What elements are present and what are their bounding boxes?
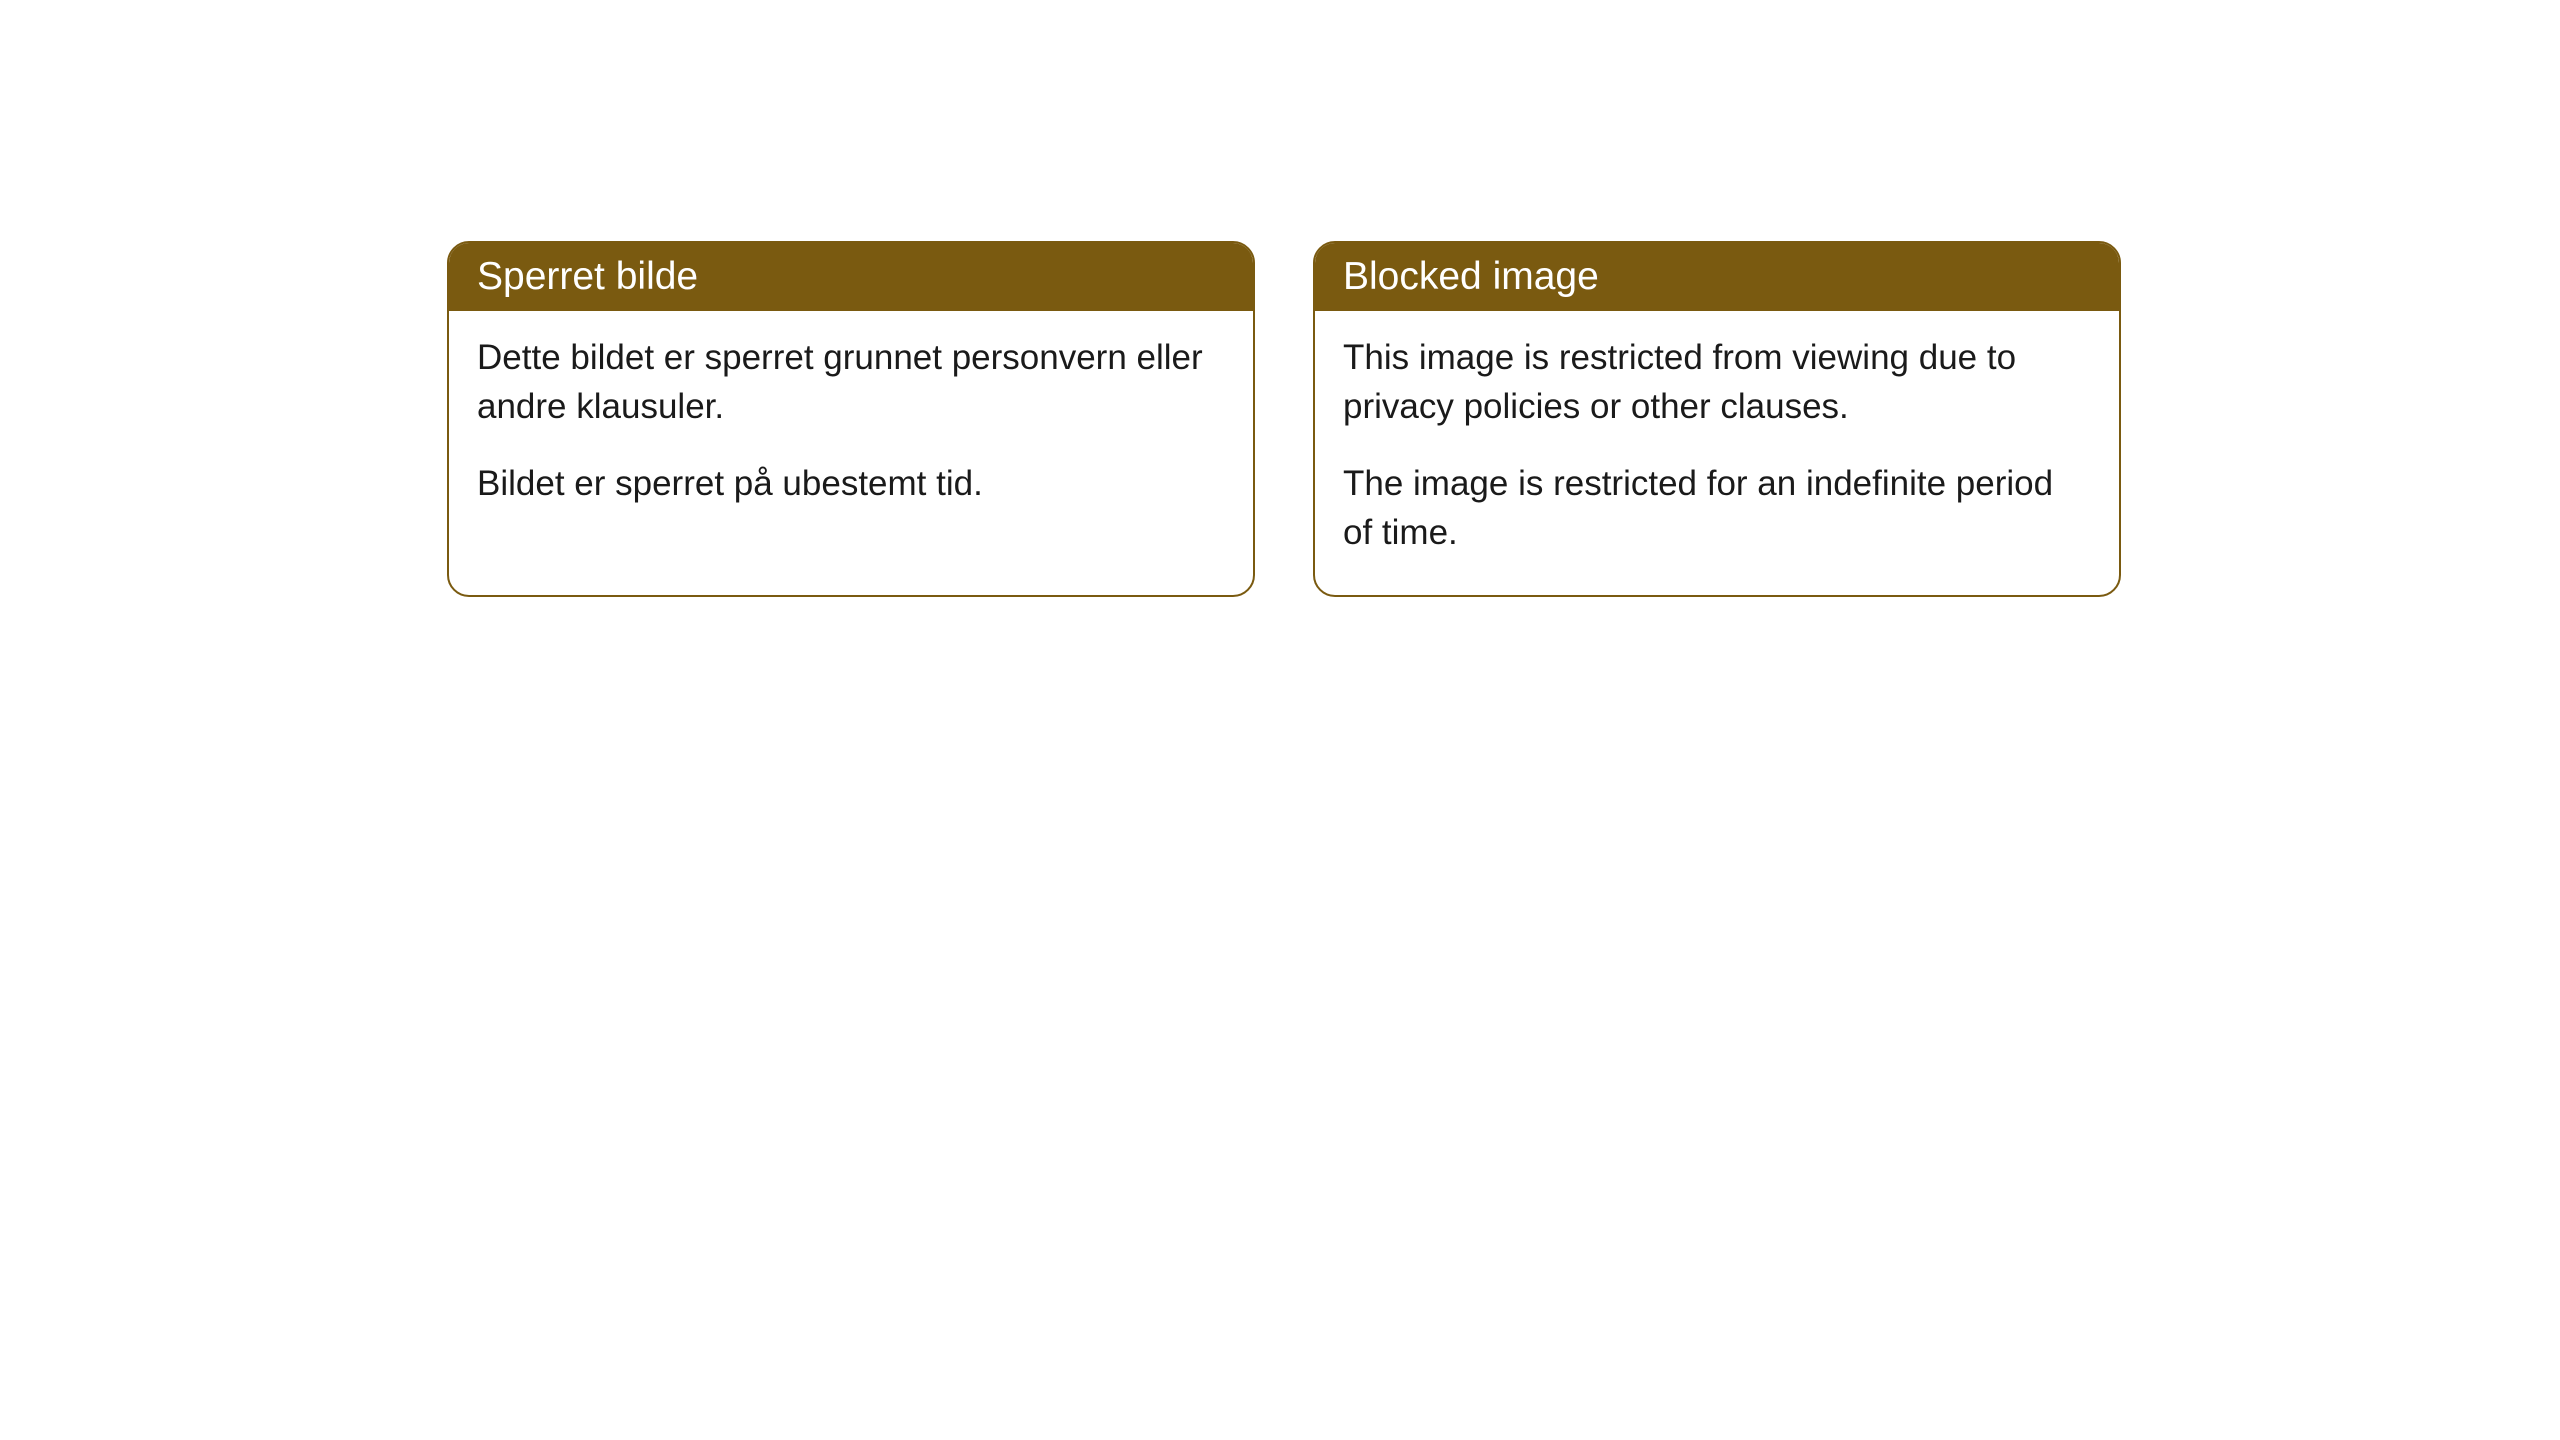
card-title-english: Blocked image bbox=[1343, 255, 1599, 298]
card-header-english: Blocked image bbox=[1315, 243, 2119, 311]
notice-card-english: Blocked image This image is restricted f… bbox=[1313, 241, 2121, 597]
card-text-english-1: This image is restricted from viewing du… bbox=[1343, 333, 2091, 431]
notice-card-norwegian: Sperret bilde Dette bildet er sperret gr… bbox=[447, 241, 1255, 597]
card-body-norwegian: Dette bildet er sperret grunnet personve… bbox=[449, 311, 1253, 546]
card-header-norwegian: Sperret bilde bbox=[449, 243, 1253, 311]
card-body-english: This image is restricted from viewing du… bbox=[1315, 311, 2119, 595]
notice-container: Sperret bilde Dette bildet er sperret gr… bbox=[0, 0, 2560, 597]
card-title-norwegian: Sperret bilde bbox=[477, 255, 698, 298]
card-text-norwegian-2: Bildet er sperret på ubestemt tid. bbox=[477, 459, 1225, 508]
card-text-norwegian-1: Dette bildet er sperret grunnet personve… bbox=[477, 333, 1225, 431]
card-text-english-2: The image is restricted for an indefinit… bbox=[1343, 459, 2091, 557]
